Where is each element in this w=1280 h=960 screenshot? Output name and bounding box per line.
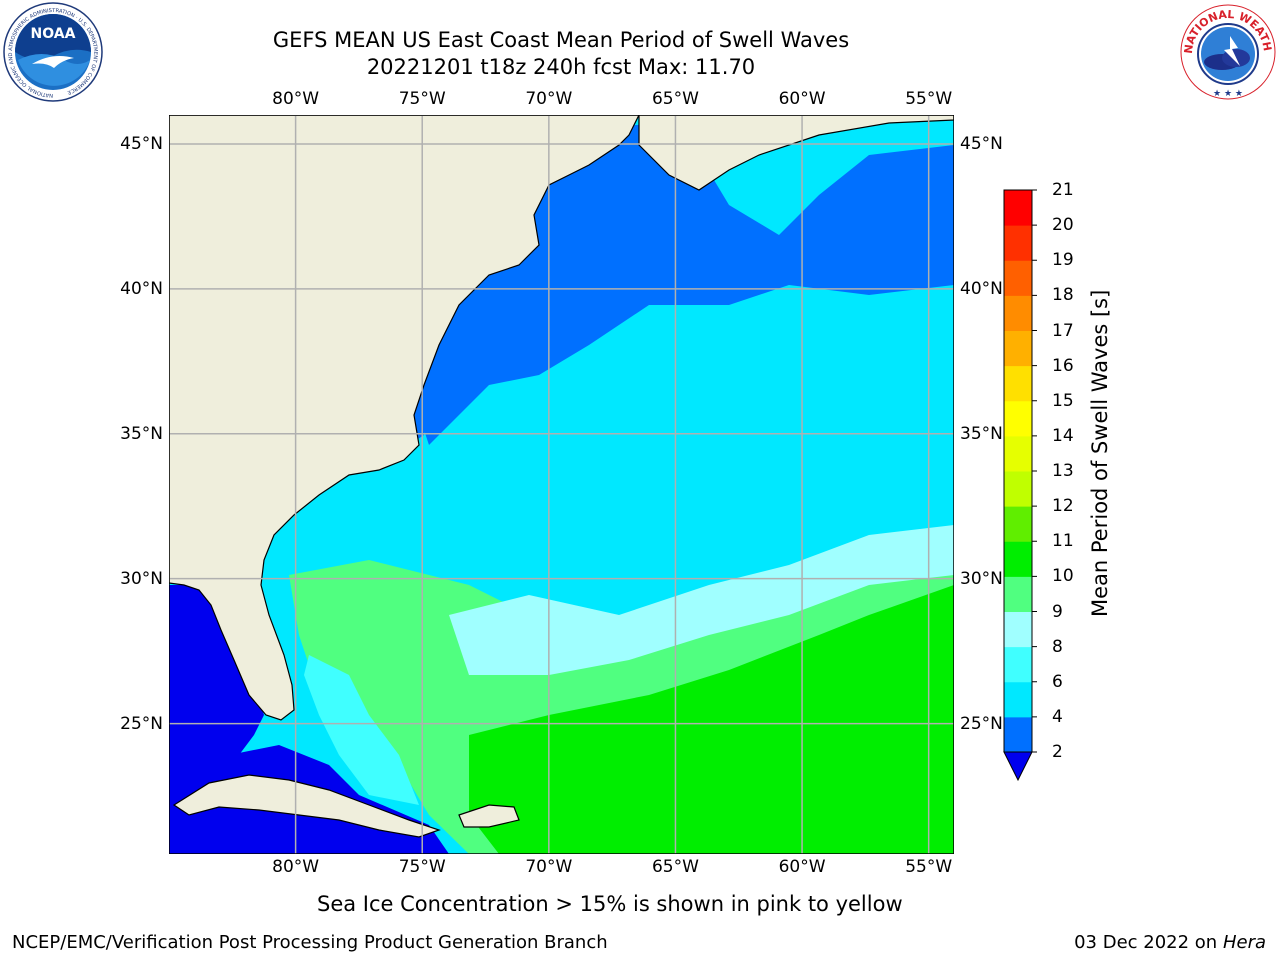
bright-green-swell-region [469, 585, 954, 854]
lon-tick-label-bottom: 65°W [651, 857, 699, 877]
colorbar-tick-label: 19 [1052, 250, 1074, 271]
lat-tick-label-right: 30°N [960, 568, 1003, 589]
lon-tick-label-bottom: 80°W [272, 857, 320, 877]
lat-tick-label-left: 30°N [120, 568, 163, 589]
map-subtitle: 20221201 t18z 240h fcst Max: 11.70 [366, 55, 756, 79]
lon-tick-label-top: 80°W [272, 89, 320, 109]
lon-tick-label-top: 60°W [778, 89, 826, 109]
colorbar-tick-label: 11 [1052, 531, 1074, 552]
colorbar-segment [1004, 330, 1032, 367]
colorbar-segment [1004, 681, 1032, 718]
hispaniola-land [458, 804, 520, 828]
colorbar-tick-label: 8 [1052, 636, 1063, 657]
colorbar-tick-label: 16 [1052, 355, 1074, 376]
lat-tick-label-right: 40°N [960, 278, 1003, 299]
map-title: GEFS MEAN US East Coast Mean Period of S… [272, 28, 850, 52]
colorbar-tick-label: 20 [1052, 215, 1074, 236]
cuba-land [172, 774, 441, 838]
colorbar-segment [1004, 611, 1032, 648]
colorbar-segment [1004, 225, 1032, 261]
colorbar-segment [1004, 576, 1032, 612]
colorbar-tick-label: 9 [1052, 601, 1063, 622]
colorbar-tick-label: 6 [1052, 671, 1063, 692]
lat-tick-label-right: 25°N [960, 713, 1003, 734]
lat-tick-label-left: 35°N [120, 423, 163, 444]
footer-date-text: 03 Dec 2022 on [1074, 932, 1218, 953]
colorbar-segment [1004, 471, 1032, 507]
map-gridlines [169, 115, 954, 854]
lat-tick-label-left: 25°N [120, 713, 163, 734]
colorbar-tick-label: 2 [1052, 742, 1063, 762]
light-cyan-band [449, 525, 954, 675]
lon-tick-label-bottom: 60°W [778, 857, 826, 877]
bahamas-shallows [304, 655, 419, 805]
nova-scotia-land [638, 115, 954, 191]
lon-tick-label-top: 55°W [905, 89, 953, 109]
lat-tick-label-left: 45°N [120, 133, 163, 154]
north-america-land [169, 115, 640, 721]
lat-tick-label-right: 35°N [960, 423, 1003, 444]
colorbar-segment [1004, 400, 1032, 437]
footer-date: 03 Dec 2022 on Hera [1074, 932, 1266, 954]
colorbar-segment [1004, 365, 1032, 402]
lon-tick-label-top: 65°W [651, 89, 699, 109]
noaa-logo-icon: NOAA NATIONAL OCEANIC AND ATMOSPHERIC AD… [3, 2, 103, 102]
sea-ice-note: Sea Ice Concentration > 15% is shown in … [317, 892, 903, 916]
colorbar-segment [1004, 506, 1032, 542]
colorbar-segment [1004, 716, 1032, 753]
colorbar-tick-label: 18 [1052, 285, 1074, 306]
colorbar-segment [1004, 190, 1032, 226]
colorbar-segment [1004, 295, 1032, 331]
lat-tick-label-right: 45°N [960, 133, 1003, 154]
swell-period-map [169, 115, 954, 854]
colorbar-tick-label: 17 [1052, 320, 1074, 341]
colorbar-tick-label: 12 [1052, 496, 1074, 517]
nws-logo-icon: NATIONAL WEATHER SERVICE ★ ★ ★ [1178, 2, 1276, 100]
footer-machine: Hera [1222, 932, 1266, 953]
colorbar-segment [1004, 435, 1032, 472]
colorbar [1003, 189, 1037, 782]
lon-tick-label-bottom: 55°W [905, 857, 953, 877]
colorbar-segment [1004, 260, 1032, 296]
colorbar-tick-label: 21 [1052, 180, 1074, 200]
gulf-of-mexico-region [169, 585, 264, 775]
lon-tick-label-top: 75°W [398, 89, 446, 109]
colorbar-under-extension [1003, 751, 1033, 782]
svg-text:★ ★ ★: ★ ★ ★ [1213, 89, 1243, 99]
colorbar-tick-label: 13 [1052, 461, 1074, 481]
colorbar-tick-label: 15 [1052, 390, 1074, 411]
colorbar-tick-label: 10 [1052, 566, 1074, 587]
colorbar-tick-label: 4 [1052, 706, 1063, 727]
colorbar-tick-label: 14 [1052, 425, 1074, 446]
lat-tick-label-left: 40°N [120, 278, 163, 299]
colorbar-segment [1004, 541, 1032, 577]
lon-tick-label-bottom: 75°W [398, 857, 446, 877]
lon-tick-label-bottom: 70°W [525, 857, 573, 877]
colorbar-label: Mean Period of Swell Waves [s] [1088, 289, 1112, 617]
noaa-logo-text: NOAA [31, 26, 76, 42]
footer-credit: NCEP/EMC/Verification Post Processing Pr… [12, 932, 608, 953]
lon-tick-label-top: 70°W [525, 89, 573, 109]
colorbar-segment [1004, 646, 1032, 683]
